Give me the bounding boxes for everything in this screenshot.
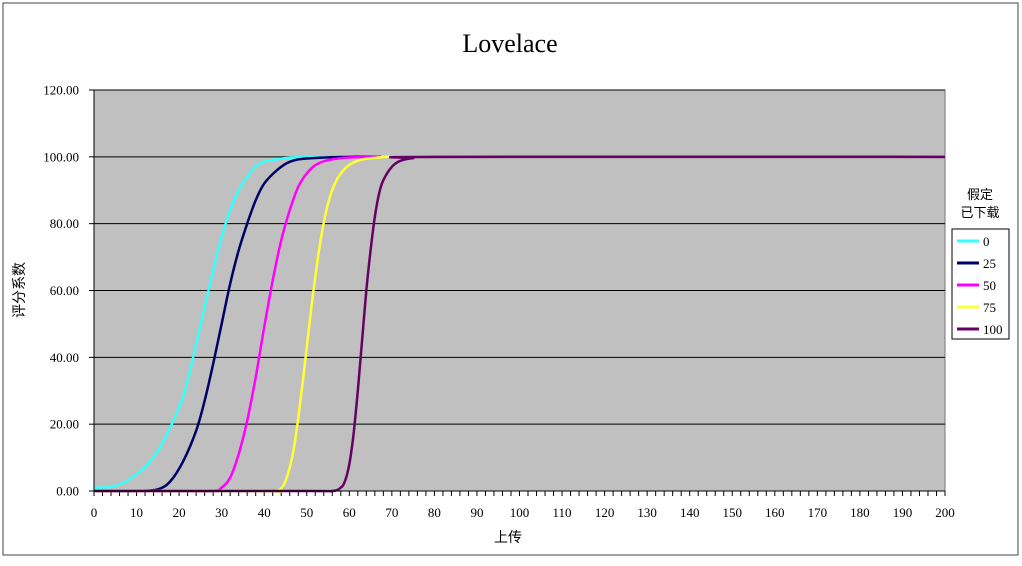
x-tick-label: 20 bbox=[173, 505, 186, 520]
y-tick-label: 0.00 bbox=[56, 484, 79, 499]
legend-label-75: 75 bbox=[983, 300, 996, 315]
series-line-100 bbox=[93, 155, 946, 493]
x-tick-label: 0 bbox=[91, 505, 98, 520]
x-tick-label: 90 bbox=[470, 505, 483, 520]
y-tick-label: 60.00 bbox=[50, 283, 79, 298]
series-line-75 bbox=[93, 155, 945, 493]
chart-title: Lovelace bbox=[462, 29, 557, 58]
legend-title-line1: 假定 bbox=[967, 187, 993, 202]
x-tick-label: 70 bbox=[385, 505, 398, 520]
x-tick-label: 130 bbox=[637, 505, 657, 520]
y-axis-title: 评分系数 bbox=[12, 262, 28, 318]
x-tick-label: 50 bbox=[300, 505, 313, 520]
x-tick-label: 150 bbox=[723, 505, 743, 520]
y-tick-label: 100.00 bbox=[43, 149, 79, 164]
y-tick-label: 120.00 bbox=[43, 83, 79, 98]
y-tick-label: 40.00 bbox=[50, 350, 79, 365]
y-tick-label: 20.00 bbox=[50, 417, 79, 432]
x-tick-label: 80 bbox=[428, 505, 441, 520]
x-axis-title: 上传 bbox=[494, 530, 522, 546]
legend-label-50: 50 bbox=[983, 278, 996, 293]
x-tick-label: 190 bbox=[893, 505, 913, 520]
x-tick-label: 60 bbox=[343, 505, 356, 520]
legend-label-0: 0 bbox=[983, 234, 990, 249]
y-tick-label: 80.00 bbox=[50, 216, 79, 231]
x-tick-label: 110 bbox=[553, 505, 572, 520]
legend-title-line2: 已下载 bbox=[960, 205, 999, 220]
x-tick-label: 40 bbox=[258, 505, 271, 520]
x-tick-label: 120 bbox=[595, 505, 615, 520]
legend-label-100: 100 bbox=[983, 322, 1003, 337]
x-tick-label: 140 bbox=[680, 505, 700, 520]
series-lines bbox=[93, 155, 946, 493]
x-tick-label: 10 bbox=[130, 505, 143, 520]
legend-label-25: 25 bbox=[983, 256, 996, 271]
x-tick-label: 160 bbox=[765, 505, 785, 520]
x-tick-label: 200 bbox=[935, 505, 955, 520]
x-tick-label: 180 bbox=[850, 505, 870, 520]
legend-entries: 0 25 50 75 100 bbox=[957, 234, 1003, 337]
x-tick-label: 100 bbox=[510, 505, 530, 520]
y-tick-labels: 0.00 20.00 40.00 60.00 80.00 100.00 120.00 bbox=[43, 83, 94, 499]
x-tick-label: 30 bbox=[215, 505, 228, 520]
x-tick-label: 170 bbox=[808, 505, 828, 520]
x-tick-labels: 0 10 20 30 40 50 60 70 80 90 100 110 120 130 140 150 160… bbox=[91, 505, 955, 520]
